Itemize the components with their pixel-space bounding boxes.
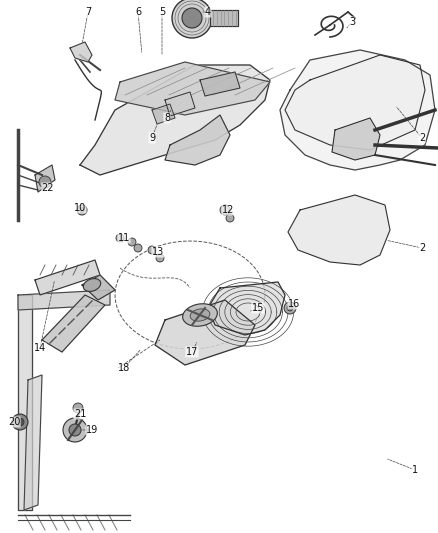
- Circle shape: [69, 424, 81, 436]
- Polygon shape: [155, 300, 254, 365]
- Circle shape: [155, 254, 164, 262]
- Text: 14: 14: [34, 343, 46, 353]
- Polygon shape: [82, 275, 115, 300]
- Circle shape: [219, 205, 230, 215]
- Text: 10: 10: [74, 203, 86, 213]
- Text: 13: 13: [152, 247, 164, 257]
- Polygon shape: [18, 295, 32, 510]
- Circle shape: [286, 305, 292, 311]
- Text: 3: 3: [348, 17, 354, 27]
- Text: 11: 11: [118, 233, 130, 243]
- Text: 20: 20: [8, 417, 20, 427]
- Circle shape: [77, 205, 87, 215]
- Text: 15: 15: [251, 303, 264, 313]
- Polygon shape: [18, 290, 110, 310]
- Polygon shape: [284, 55, 424, 150]
- Polygon shape: [35, 165, 55, 192]
- Circle shape: [16, 418, 24, 426]
- Text: 2: 2: [418, 243, 424, 253]
- Text: 5: 5: [159, 7, 165, 17]
- Polygon shape: [165, 115, 230, 165]
- Text: 21: 21: [74, 409, 86, 419]
- Circle shape: [226, 214, 233, 222]
- Text: 22: 22: [42, 183, 54, 193]
- Polygon shape: [279, 50, 434, 170]
- Circle shape: [172, 0, 212, 38]
- Text: 2: 2: [418, 133, 424, 143]
- Polygon shape: [200, 72, 240, 96]
- Circle shape: [134, 244, 141, 252]
- Ellipse shape: [182, 304, 217, 326]
- Ellipse shape: [190, 309, 209, 321]
- Circle shape: [73, 403, 83, 413]
- Circle shape: [63, 418, 87, 442]
- Text: 18: 18: [118, 363, 130, 373]
- Polygon shape: [80, 65, 269, 175]
- Ellipse shape: [83, 279, 100, 292]
- Text: 16: 16: [287, 299, 300, 309]
- Text: 12: 12: [221, 205, 233, 215]
- Circle shape: [283, 302, 295, 314]
- Polygon shape: [35, 260, 100, 295]
- Text: 8: 8: [163, 113, 170, 123]
- Text: 6: 6: [134, 7, 141, 17]
- Text: 1: 1: [411, 465, 417, 475]
- Circle shape: [116, 234, 124, 242]
- Polygon shape: [331, 118, 379, 160]
- Text: 4: 4: [205, 7, 211, 17]
- Polygon shape: [165, 92, 194, 116]
- Circle shape: [12, 414, 28, 430]
- Polygon shape: [287, 195, 389, 265]
- Polygon shape: [209, 10, 237, 26]
- Polygon shape: [42, 295, 105, 352]
- Circle shape: [148, 246, 155, 254]
- Text: 7: 7: [85, 7, 91, 17]
- Text: 17: 17: [185, 347, 198, 357]
- Circle shape: [182, 8, 201, 28]
- Circle shape: [128, 238, 136, 246]
- Circle shape: [39, 176, 51, 188]
- Polygon shape: [208, 282, 284, 335]
- Text: 19: 19: [86, 425, 98, 435]
- Polygon shape: [70, 42, 92, 62]
- Polygon shape: [152, 104, 175, 124]
- Polygon shape: [24, 375, 42, 510]
- Circle shape: [79, 207, 84, 213]
- Text: 9: 9: [148, 133, 155, 143]
- Polygon shape: [115, 62, 269, 115]
